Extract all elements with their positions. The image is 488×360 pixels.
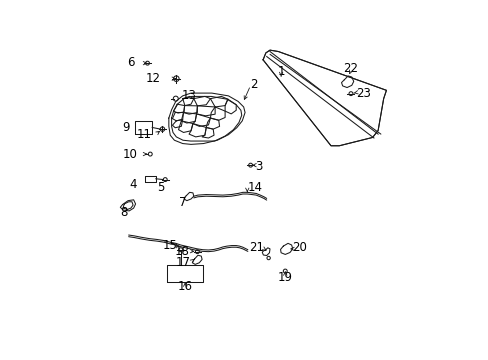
Text: 20: 20 [292,241,306,254]
Text: 14: 14 [247,181,262,194]
Text: 12: 12 [145,72,160,85]
Text: 18: 18 [174,245,189,258]
Text: 4: 4 [129,178,137,191]
Text: 7: 7 [179,196,186,209]
Text: 19: 19 [277,271,292,284]
Text: 21: 21 [248,241,264,254]
Text: 16: 16 [177,280,192,293]
Text: 13: 13 [182,89,196,102]
Text: 5: 5 [157,181,164,194]
Text: 6: 6 [126,56,134,69]
Text: 11: 11 [136,128,151,141]
Text: 22: 22 [343,62,358,75]
Text: 3: 3 [255,160,263,173]
Text: 10: 10 [122,148,137,161]
Text: 23: 23 [356,87,370,100]
Text: 2: 2 [250,78,258,91]
Text: 9: 9 [122,121,129,134]
Text: 1: 1 [277,65,285,78]
Text: 17: 17 [176,256,191,269]
Text: 15: 15 [162,239,177,252]
Text: 8: 8 [120,206,127,219]
